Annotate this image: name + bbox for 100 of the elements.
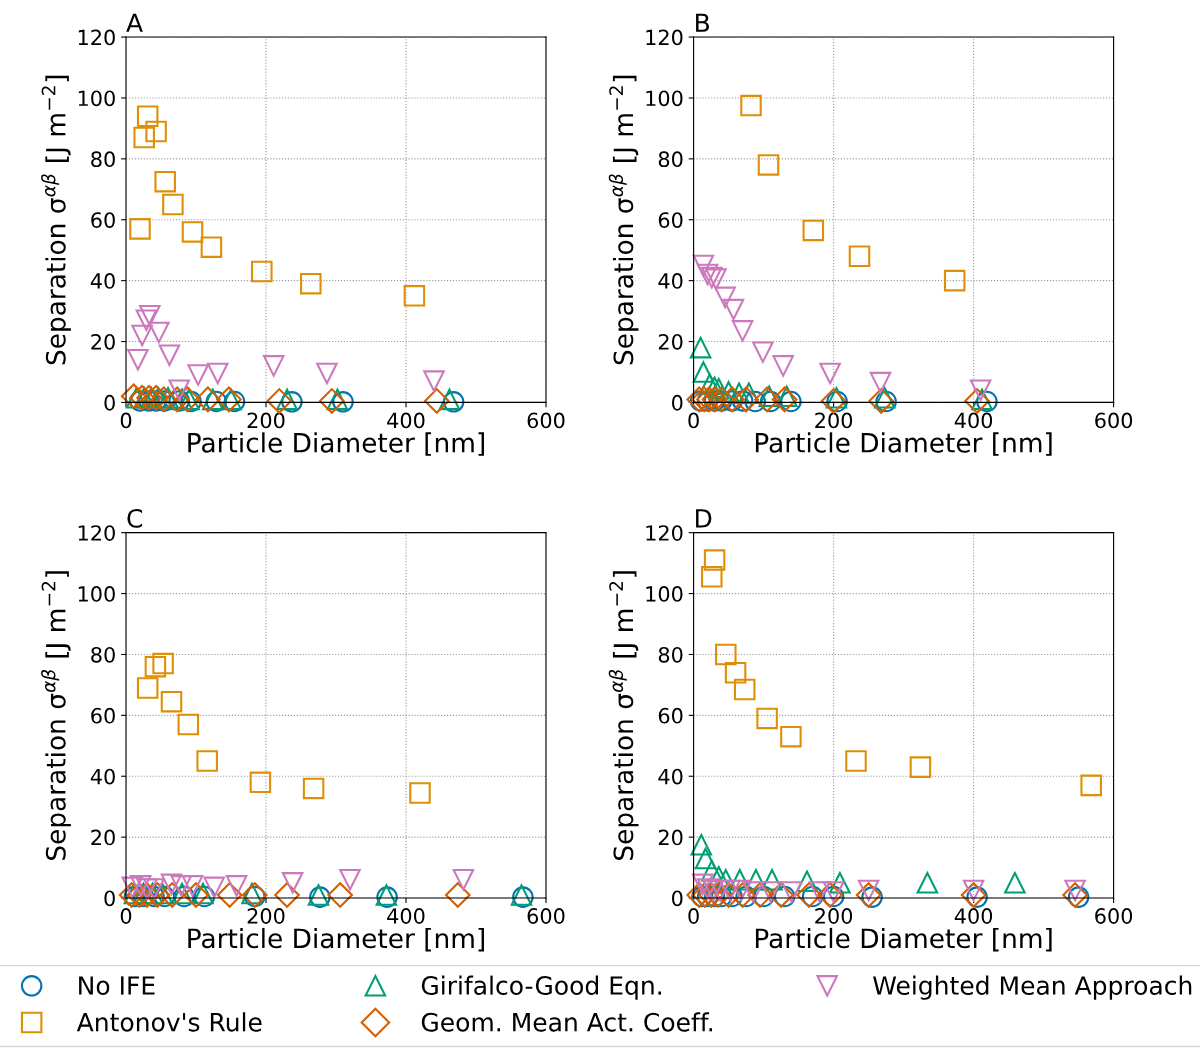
x-tick-label: 200 <box>247 412 285 429</box>
point <box>822 881 845 903</box>
point <box>772 355 794 377</box>
point <box>744 390 766 413</box>
point <box>729 869 751 891</box>
point <box>692 254 715 277</box>
y-tick-label: 40 <box>90 768 115 785</box>
point <box>1062 882 1088 908</box>
chart-title: B <box>696 13 709 32</box>
y-tick-label: 20 <box>91 829 115 846</box>
y-axis-title: Separation σ$^{αβ}$ [J m$^{−2}$] <box>41 571 71 860</box>
x-tick-label: 200 <box>815 412 853 429</box>
point <box>136 677 159 699</box>
point <box>771 386 798 413</box>
point <box>274 882 300 908</box>
point <box>780 725 802 748</box>
point <box>187 364 209 386</box>
legend-label: Geom. Mean Act. Coeff. <box>421 1012 713 1032</box>
point <box>126 882 153 908</box>
point <box>822 885 845 908</box>
point <box>318 388 345 414</box>
x-tick-label: 0 <box>688 412 699 429</box>
point <box>708 865 730 888</box>
x-tick-label: 400 <box>954 908 993 924</box>
y-tick-label: 80 <box>91 646 115 663</box>
y-tick-label: 100 <box>78 586 115 602</box>
point <box>1064 879 1086 902</box>
point <box>249 771 272 794</box>
x-tick-label: 400 <box>387 908 425 924</box>
point <box>775 385 798 408</box>
y-tick-label: 60 <box>658 707 683 724</box>
point <box>715 882 742 908</box>
point <box>177 713 200 736</box>
x-tick-label: 600 <box>1095 412 1133 429</box>
point <box>756 707 778 730</box>
point <box>133 126 155 149</box>
point <box>134 882 160 908</box>
point <box>691 386 717 413</box>
point <box>752 885 775 908</box>
point <box>780 881 803 903</box>
point <box>733 386 759 413</box>
point <box>689 336 712 359</box>
point <box>692 361 715 383</box>
point <box>148 321 170 344</box>
legend-label: Weighted Mean Approach <box>873 975 1192 1000</box>
point <box>144 882 171 908</box>
point <box>868 388 895 414</box>
point <box>423 388 450 414</box>
point <box>845 750 867 772</box>
y-tick-label: 20 <box>91 333 115 350</box>
point <box>960 882 987 908</box>
point <box>409 782 431 804</box>
point <box>183 882 209 908</box>
point <box>302 777 325 800</box>
point <box>773 885 796 908</box>
point <box>728 382 750 405</box>
point <box>709 879 731 902</box>
y-tick-label: 0 <box>672 394 683 411</box>
point <box>203 876 225 899</box>
point <box>916 872 939 894</box>
point <box>722 298 745 321</box>
y-tick-label: 20 <box>658 829 683 846</box>
y-axis-title: Separation σ$^{αβ}$ [J m$^{−2}$] <box>608 75 639 365</box>
point <box>696 263 719 286</box>
point <box>715 643 737 666</box>
point <box>262 355 285 377</box>
point <box>160 690 183 713</box>
x-tick-label: 400 <box>954 412 993 429</box>
point <box>181 221 204 243</box>
point <box>740 94 762 117</box>
point <box>802 219 825 242</box>
legend-label: No IFE <box>79 976 155 995</box>
point <box>195 386 221 413</box>
point <box>705 882 731 908</box>
point <box>131 324 153 347</box>
y-tick-label: 60 <box>91 707 115 724</box>
x-tick-label: 400 <box>387 412 425 429</box>
x-tick-label: 0 <box>120 908 132 924</box>
chart-title: C <box>127 508 143 528</box>
point <box>452 869 475 891</box>
y-tick-label: 40 <box>90 273 115 289</box>
point <box>145 120 167 143</box>
y-tick-label: 0 <box>104 394 115 411</box>
point <box>251 260 273 283</box>
point <box>869 371 892 394</box>
point <box>154 170 176 193</box>
point <box>731 390 754 412</box>
point <box>808 881 831 903</box>
y-axis-title: Separation σ$^{αβ}$ [J m$^{−2}$] <box>41 75 71 365</box>
y-tick-label: 80 <box>658 646 683 663</box>
point <box>819 362 841 385</box>
point <box>127 349 149 371</box>
x-tick-label: 600 <box>527 908 565 924</box>
point <box>120 383 147 410</box>
point <box>139 304 161 327</box>
point <box>761 869 783 891</box>
point <box>820 388 847 414</box>
point <box>768 882 794 908</box>
point <box>118 882 145 908</box>
point <box>327 882 354 908</box>
